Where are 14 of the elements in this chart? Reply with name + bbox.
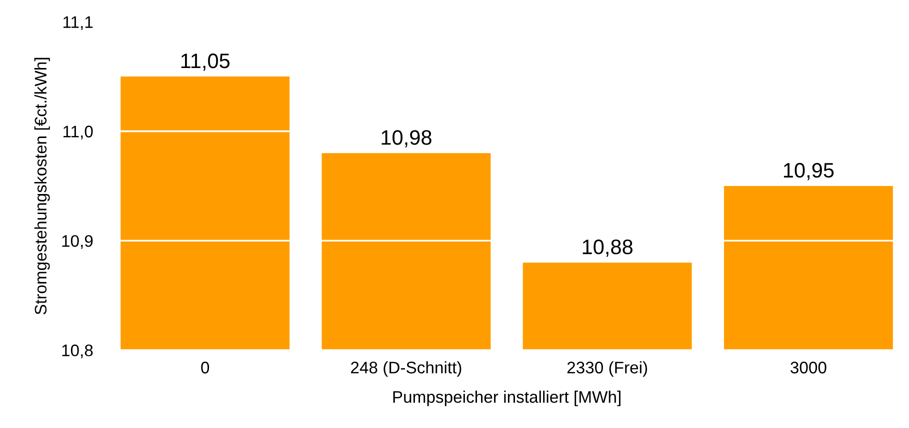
y-tick-label: 11,1 (63, 16, 93, 30)
data-label: 11,05 (181, 54, 230, 71)
y-axis-title: Stromgestehungskosten [€ct./kWh] (34, 58, 50, 314)
x-tick-label: 2330 (Frei) (567, 361, 648, 377)
x-axis-title: Pumpspeicher installiert [MWh] (393, 390, 620, 406)
y-tick-label: 10,8 (62, 344, 93, 358)
data-label: 10,88 (582, 240, 632, 257)
y-tick-label: 10,9 (62, 235, 93, 249)
data-label: 10,98 (382, 130, 432, 148)
y-tick-label: 11,0 (63, 126, 93, 140)
x-tick-label: 248 (D-Schnitt) (351, 361, 462, 377)
x-tick-label: 0 (201, 362, 210, 374)
data-label: 10,95 (784, 162, 834, 180)
x-tick-label: 3000 (790, 362, 826, 374)
